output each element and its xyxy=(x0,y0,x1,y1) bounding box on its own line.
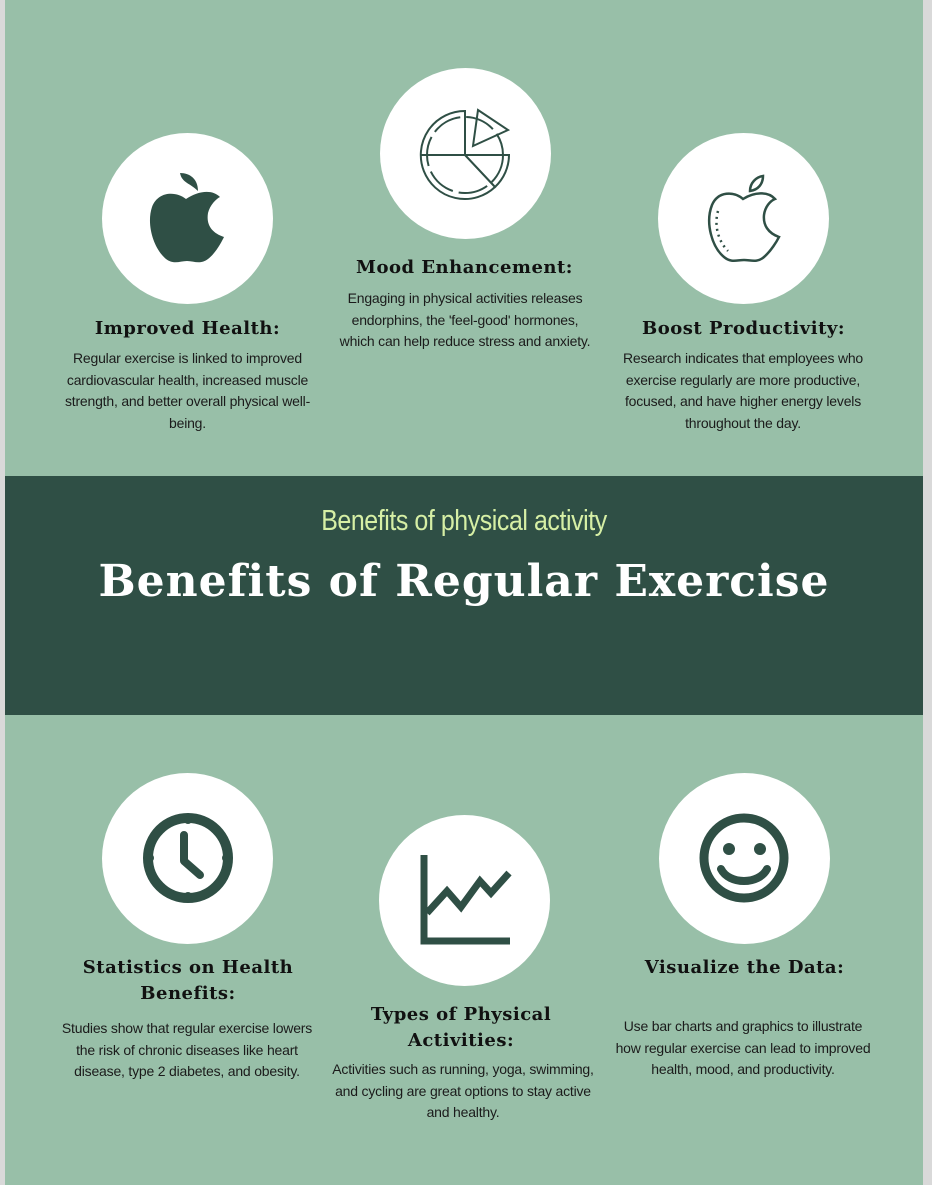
title-band xyxy=(5,476,923,715)
page-subtitle: Benefits of physical activity xyxy=(321,505,607,537)
card-statistics-circle xyxy=(102,773,273,944)
card-statistics-text: Studies show that regular exercise lower… xyxy=(61,1020,313,1079)
card-visualize-heading: Visualize the Data: xyxy=(644,957,845,978)
card-mood-enhancement-heading: Mood Enhancement: xyxy=(356,257,573,278)
card-mood-enhancement-text: Engaging in physical activities releases… xyxy=(339,290,591,349)
card-improved-health-text: Regular exercise is linked to improved c… xyxy=(64,350,311,431)
card-statistics-heading: Statistics on Health Benefits: xyxy=(82,957,294,1004)
card-mood-enhancement-circle xyxy=(380,68,551,239)
line-chart-icon xyxy=(420,855,512,945)
card-boost-productivity-heading: Boost Productivity: xyxy=(642,318,845,339)
smiley-face-icon xyxy=(699,813,789,903)
clock-icon xyxy=(143,813,233,903)
card-visualize-circle xyxy=(659,773,830,944)
card-visualize-text: Use bar charts and graphics to illustrat… xyxy=(615,1018,871,1077)
card-improved-health-heading: Improved Health: xyxy=(94,318,281,339)
apple-solid-icon xyxy=(149,173,224,263)
apple-outline-icon xyxy=(707,174,781,262)
page-title: Benefits of Regular Exercise xyxy=(98,556,830,607)
pie-chart-icon xyxy=(419,108,511,200)
card-improved-health-circle xyxy=(102,133,273,304)
card-boost-productivity-circle xyxy=(658,133,829,304)
card-activities-circle xyxy=(379,815,550,986)
card-activities-heading: Types of Physical Activities: xyxy=(370,1004,552,1051)
card-activities-text: Activities such as running, yoga, swimmi… xyxy=(332,1061,594,1120)
card-boost-productivity-text: Research indicates that employees who ex… xyxy=(622,350,864,431)
